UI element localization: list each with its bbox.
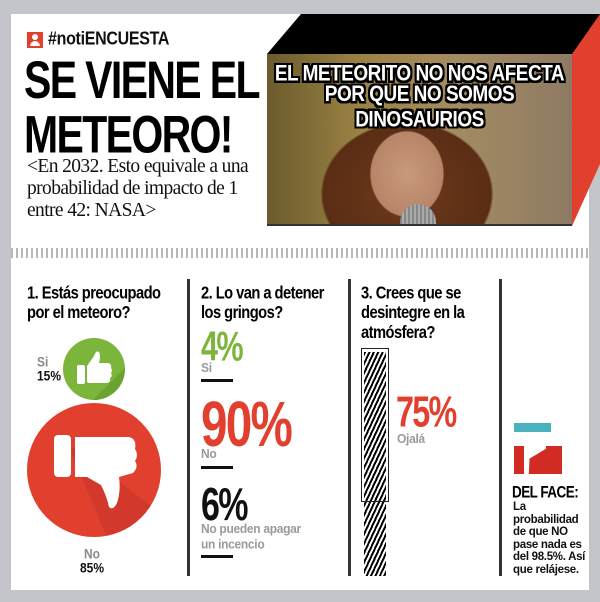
atmosphere-bar [364, 352, 386, 576]
user-icon [27, 32, 43, 48]
sidebar-body: La probabilidad de que NO pase nada es d… [513, 501, 586, 576]
question-2-title: 2. Lo van a detener los gringos? [201, 284, 324, 323]
separator [201, 555, 233, 558]
separator [201, 379, 233, 382]
decor-quote-icon [514, 446, 562, 474]
page-title: SE VIENE EL METEORO! [24, 50, 261, 165]
answer-si-q1: Si 15% [37, 353, 62, 384]
title-line-1: SE VIENE EL [24, 50, 261, 110]
answer-value-ojala: 75% [396, 388, 457, 437]
answer-label-ojala: Ojalá [397, 431, 425, 447]
title-line-2: METEORO! [24, 105, 233, 165]
question-3-title: 3. Crees que se desintegre en la atmósfe… [361, 284, 465, 343]
separator [201, 466, 233, 469]
column-divider [187, 279, 190, 576]
meme-caption-line-2: POR QUE NO SOMOS DINOSAURIOS [324, 82, 515, 133]
answer-label-other: No pueden apagar un incencio [201, 521, 301, 552]
answer-label: No [84, 545, 101, 562]
hashtag-text: #notiENCUESTA [48, 29, 170, 50]
answer-label: Si [37, 353, 49, 370]
thumbs-up-icon [63, 338, 125, 400]
thumbs-down-icon [27, 403, 161, 537]
answer-value: 15% [37, 367, 62, 384]
answer-label-si: Si [201, 360, 212, 376]
section-divider [11, 248, 589, 258]
photo-box-top [267, 14, 600, 54]
question-1-title: 1. Estás preocupado por el meteoro? [27, 284, 161, 323]
atmosphere-bar-frame [361, 348, 389, 502]
column-divider [348, 279, 351, 576]
answer-no-q1: No 85% [80, 545, 105, 576]
subtitle: <En 2032. Esto equivale a una probabilid… [27, 156, 249, 221]
decor-bar-cyan [514, 423, 551, 432]
meme-caption-line-1: EL METEORITO NO NOS AFECTA [274, 62, 565, 87]
microphone-icon [400, 204, 436, 224]
answer-value-si: 4% [201, 322, 244, 370]
meme-photo: EL METEORITO NO NOS AFECTA POR QUE NO SO… [267, 54, 572, 226]
answer-value-other: 6% [201, 479, 248, 531]
answer-value: 85% [80, 559, 105, 576]
column-divider [499, 279, 502, 576]
frame-border [589, 230, 600, 602]
sidebar-title: DEL FACE: [512, 483, 579, 502]
answer-value-no: 90% [201, 387, 293, 460]
hashtag-header: #notiENCUESTA [27, 29, 170, 50]
answer-label-no: No [201, 446, 217, 462]
